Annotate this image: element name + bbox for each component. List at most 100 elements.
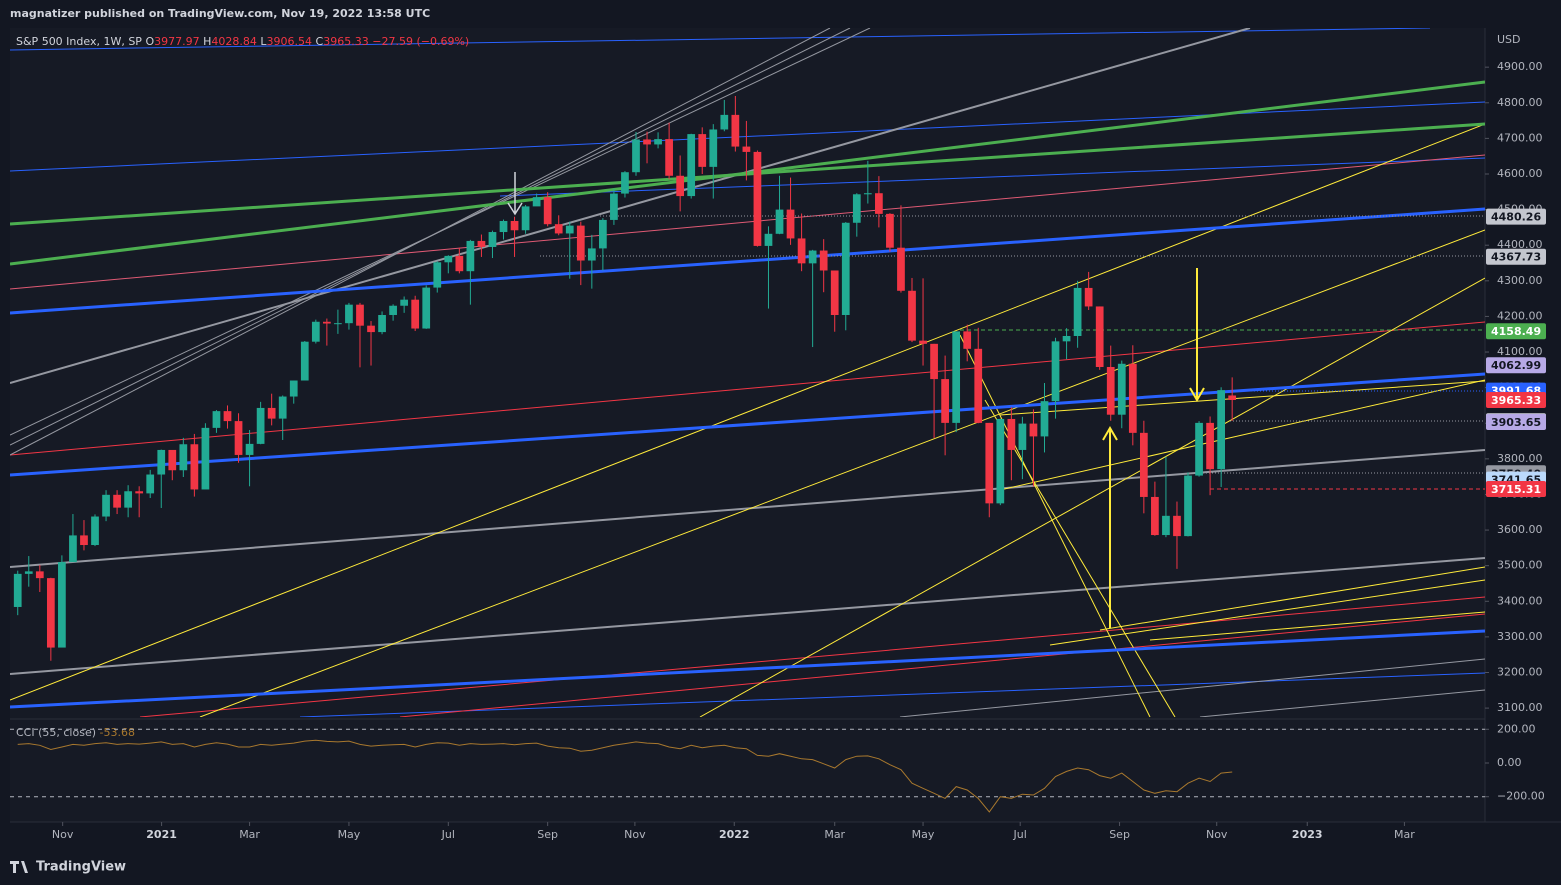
candle-body — [190, 444, 199, 490]
candle-body — [499, 220, 508, 233]
candle-body — [996, 418, 1005, 504]
price-tag — [1486, 413, 1546, 430]
candle-body — [58, 562, 66, 648]
price-tag — [1486, 248, 1546, 265]
candle-body — [124, 491, 132, 508]
x-tick-label: Sep — [537, 828, 558, 841]
candle-body — [1128, 363, 1137, 433]
ohlc-value: 3965.33 — [323, 35, 369, 48]
candle-body — [477, 240, 486, 247]
change: −27.59 (−0.69%) — [372, 35, 469, 48]
candle-body — [875, 193, 883, 214]
candle-body — [488, 232, 497, 247]
candle-body — [952, 331, 961, 423]
y-tick-label: 4700.00 — [1497, 131, 1543, 144]
y-tick-label: 4100.00 — [1497, 345, 1543, 358]
candle-body — [35, 571, 44, 579]
x-tick-label: Nov — [1206, 828, 1228, 841]
ohlc-value: 3977.97 — [154, 35, 200, 48]
candle-body — [510, 220, 519, 231]
candle-body — [345, 304, 353, 324]
x-tick-label: 2023 — [1292, 828, 1323, 841]
ohlc-letter: C — [316, 35, 324, 48]
price-tag — [1486, 357, 1546, 374]
x-tick-label: Mar — [239, 828, 260, 841]
price-tag — [1486, 481, 1546, 498]
candle-body — [610, 193, 618, 220]
candle-body — [1029, 423, 1038, 437]
candle-body — [289, 380, 298, 397]
x-tick-label: Mar — [824, 828, 845, 841]
candle-body — [1084, 287, 1093, 307]
x-tick-label: May — [338, 828, 361, 841]
candle-body — [389, 305, 397, 315]
x-tick-label: Mar — [1394, 828, 1415, 841]
cci-legend: CCI (55, close) -53.68 — [16, 726, 135, 739]
candle-body — [411, 299, 420, 329]
x-tick-label: Nov — [52, 828, 74, 841]
candle-body — [1106, 366, 1115, 415]
y-tick-label: 4800.00 — [1497, 96, 1543, 109]
price-tag-label: 4062.99 — [1491, 359, 1541, 372]
price-tag-label: 3965.33 — [1491, 394, 1541, 407]
x-tick-label: May — [912, 828, 935, 841]
candle-body — [91, 516, 99, 546]
candle-body — [532, 197, 541, 207]
candle-body — [863, 193, 872, 195]
candle-body — [135, 491, 144, 494]
candle-body — [1007, 418, 1016, 450]
candle-body — [267, 407, 276, 419]
candle-body — [1095, 306, 1104, 367]
currency: USD — [1497, 33, 1521, 46]
candle-body — [543, 197, 552, 225]
candle-body — [1139, 432, 1148, 497]
candle-body — [819, 250, 828, 271]
candle-body — [1073, 287, 1082, 337]
ohlc-letter: O — [145, 35, 154, 48]
candle-body — [985, 422, 994, 504]
y-tick-label: 4900.00 — [1497, 60, 1543, 73]
y-tick-label: 3800.00 — [1497, 452, 1543, 465]
ohlc-letter: H — [203, 35, 211, 48]
publisher: magnatizer published on TradingView.com,… — [10, 7, 430, 20]
candle-body — [201, 427, 210, 490]
candle-body — [665, 139, 673, 176]
drawings — [10, 28, 1485, 717]
y-tick-label: −200.00 — [1497, 790, 1545, 803]
candle-body — [797, 238, 806, 264]
candle-body — [300, 341, 309, 381]
branding: TradingView — [36, 860, 126, 875]
y-tick-label: 4200.00 — [1497, 309, 1543, 322]
candle-body — [1195, 422, 1203, 476]
candle-body — [687, 134, 696, 197]
candle-body — [753, 151, 762, 246]
candle-body — [245, 443, 254, 455]
candle-body — [1206, 422, 1214, 470]
price-tag-label: 4480.26 — [1491, 211, 1541, 224]
candle-body — [841, 222, 850, 315]
candle-body — [24, 571, 33, 574]
candle-body — [709, 129, 718, 167]
candle-body — [433, 262, 442, 288]
candle-body — [764, 233, 773, 246]
candle-body — [676, 175, 685, 197]
price-tag — [1486, 208, 1546, 225]
x-tick-label: 2022 — [719, 828, 750, 841]
y-tick-label: 3100.00 — [1497, 701, 1543, 714]
x-tick-label: Sep — [1109, 828, 1130, 841]
candle-body — [908, 290, 916, 341]
symbol: S&P 500 Index, 1W, SP — [16, 35, 142, 48]
candle-body — [1117, 363, 1126, 415]
candle-body — [963, 331, 972, 349]
candle-body — [643, 139, 651, 145]
y-tick-label: 3500.00 — [1497, 559, 1543, 572]
cci-value: -53.68 — [100, 726, 135, 739]
candle-body — [455, 255, 464, 272]
candle-body — [367, 325, 375, 333]
candle-body — [102, 494, 110, 517]
candle-body — [322, 321, 331, 324]
candle-body — [422, 287, 431, 329]
candle-body — [46, 578, 55, 648]
candle-body — [1217, 390, 1225, 470]
